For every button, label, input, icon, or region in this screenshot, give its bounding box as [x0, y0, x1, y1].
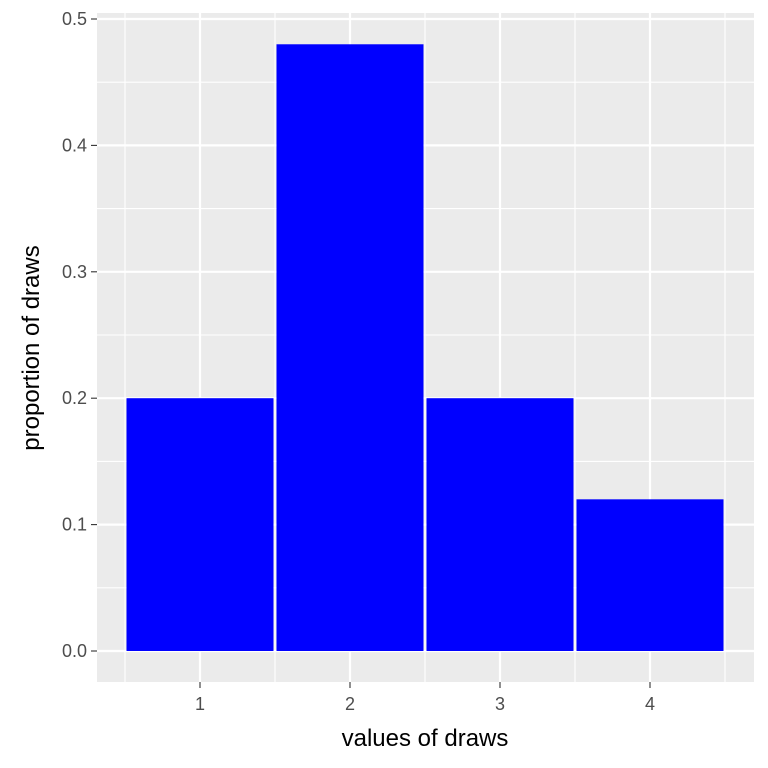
bar-2	[276, 44, 424, 651]
y-tick-label: 0.4	[62, 135, 87, 155]
y-tick-label: 0.0	[62, 641, 87, 661]
bars	[126, 44, 724, 651]
minor-gridlines	[97, 13, 754, 682]
y-tick-label: 0.2	[62, 388, 87, 408]
y-tick-label: 0.1	[62, 515, 87, 535]
x-tick-label: 3	[495, 694, 505, 714]
x-tick-label: 2	[345, 694, 355, 714]
y-axis-title: proportion of draws	[18, 245, 45, 450]
x-tick-label: 1	[195, 694, 205, 714]
bar-4	[576, 499, 724, 651]
x-axis: 1 2 3 4	[195, 682, 655, 714]
x-tick-label: 4	[645, 694, 655, 714]
y-tick-label: 0.5	[62, 9, 87, 29]
bar-1	[126, 398, 274, 651]
x-axis-title: values of draws	[342, 725, 509, 752]
y-axis: 0.0 0.1 0.2 0.3 0.4 0.5	[62, 9, 97, 661]
bar-3	[426, 398, 574, 651]
y-tick-label: 0.3	[62, 262, 87, 282]
